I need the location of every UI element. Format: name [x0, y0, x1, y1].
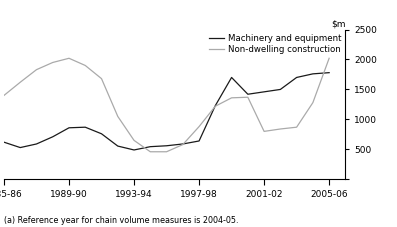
Non-dwelling construction	[99, 77, 104, 80]
Non-dwelling construction	[83, 64, 88, 67]
Machinery and equipment	[278, 88, 283, 91]
Machinery and equipment	[197, 140, 201, 142]
Machinery and equipment	[34, 143, 39, 145]
Non-dwelling construction	[294, 126, 299, 128]
Non-dwelling construction	[327, 57, 331, 60]
Non-dwelling construction	[132, 139, 137, 142]
Machinery and equipment	[132, 149, 137, 151]
Non-dwelling construction	[197, 125, 201, 128]
Non-dwelling construction	[18, 81, 23, 84]
Line: Non-dwelling construction: Non-dwelling construction	[4, 58, 329, 152]
Machinery and equipment	[83, 126, 88, 128]
Non-dwelling construction	[2, 94, 6, 97]
Machinery and equipment	[213, 104, 218, 107]
Machinery and equipment	[229, 76, 234, 79]
Machinery and equipment	[2, 141, 6, 143]
Non-dwelling construction	[67, 57, 71, 60]
Machinery and equipment	[327, 71, 331, 74]
Text: (a) Reference year for chain volume measures is 2004-05.: (a) Reference year for chain volume meas…	[4, 216, 239, 225]
Line: Machinery and equipment: Machinery and equipment	[4, 73, 329, 150]
Non-dwelling construction	[245, 96, 250, 99]
Machinery and equipment	[50, 136, 55, 138]
Machinery and equipment	[67, 126, 71, 129]
Non-dwelling construction	[262, 130, 266, 133]
Non-dwelling construction	[34, 68, 39, 71]
Non-dwelling construction	[164, 151, 169, 153]
Machinery and equipment	[116, 145, 120, 147]
Non-dwelling construction	[116, 115, 120, 118]
Machinery and equipment	[180, 143, 185, 145]
Non-dwelling construction	[310, 101, 315, 104]
Non-dwelling construction	[50, 61, 55, 64]
Machinery and equipment	[164, 144, 169, 147]
Machinery and equipment	[18, 146, 23, 149]
Machinery and equipment	[148, 145, 153, 148]
Text: $m: $m	[331, 20, 345, 29]
Non-dwelling construction	[229, 96, 234, 99]
Non-dwelling construction	[278, 128, 283, 130]
Machinery and equipment	[245, 93, 250, 96]
Machinery and equipment	[294, 76, 299, 79]
Machinery and equipment	[310, 72, 315, 75]
Machinery and equipment	[99, 132, 104, 135]
Non-dwelling construction	[180, 143, 185, 146]
Legend: Machinery and equipment, Non-dwelling construction: Machinery and equipment, Non-dwelling co…	[205, 30, 345, 57]
Machinery and equipment	[262, 91, 266, 93]
Non-dwelling construction	[213, 105, 218, 108]
Non-dwelling construction	[148, 151, 153, 153]
